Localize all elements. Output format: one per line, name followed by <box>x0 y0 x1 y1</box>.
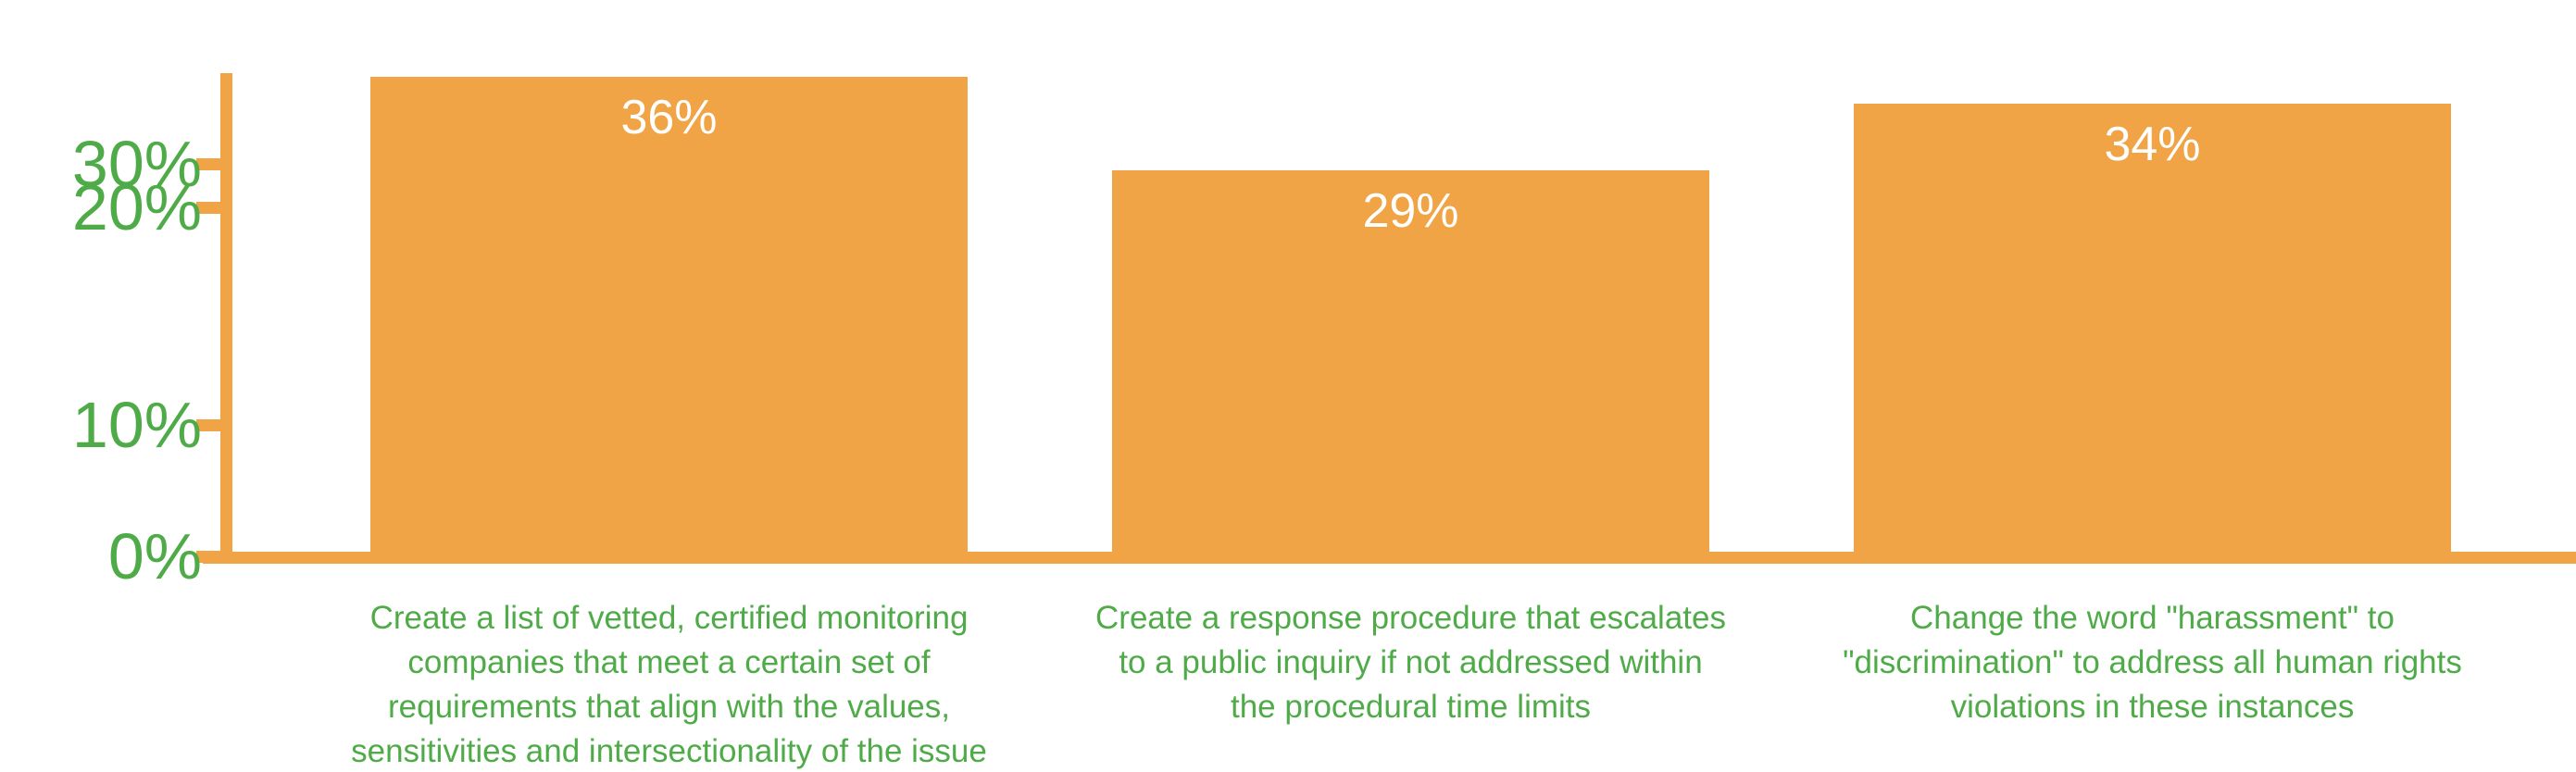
y-tick-label: 20% <box>71 171 202 243</box>
y-tick-label: 0% <box>107 520 202 592</box>
y-tick <box>196 201 220 214</box>
category-label: Change the word "harassment" to "discrim… <box>1843 600 2462 725</box>
bar-value-label: 34% <box>2104 117 2201 171</box>
bar: 29% <box>1112 169 1709 557</box>
bar: 36% <box>370 76 968 557</box>
bar-value-label: 29% <box>1362 183 1459 238</box>
y-axis-line <box>220 73 232 564</box>
y-tick <box>196 157 220 170</box>
bar-value-label: 36% <box>620 90 718 144</box>
category-label: Create a response procedure that escalat… <box>1095 600 1726 725</box>
bar: 34% <box>1854 103 2451 557</box>
y-tick-label: 10% <box>71 389 202 461</box>
y-tick <box>196 418 220 431</box>
y-tick-label: 30% <box>71 128 202 200</box>
category-label: Create a list of vetted, certified monit… <box>351 600 987 769</box>
y-tick <box>196 550 220 563</box>
